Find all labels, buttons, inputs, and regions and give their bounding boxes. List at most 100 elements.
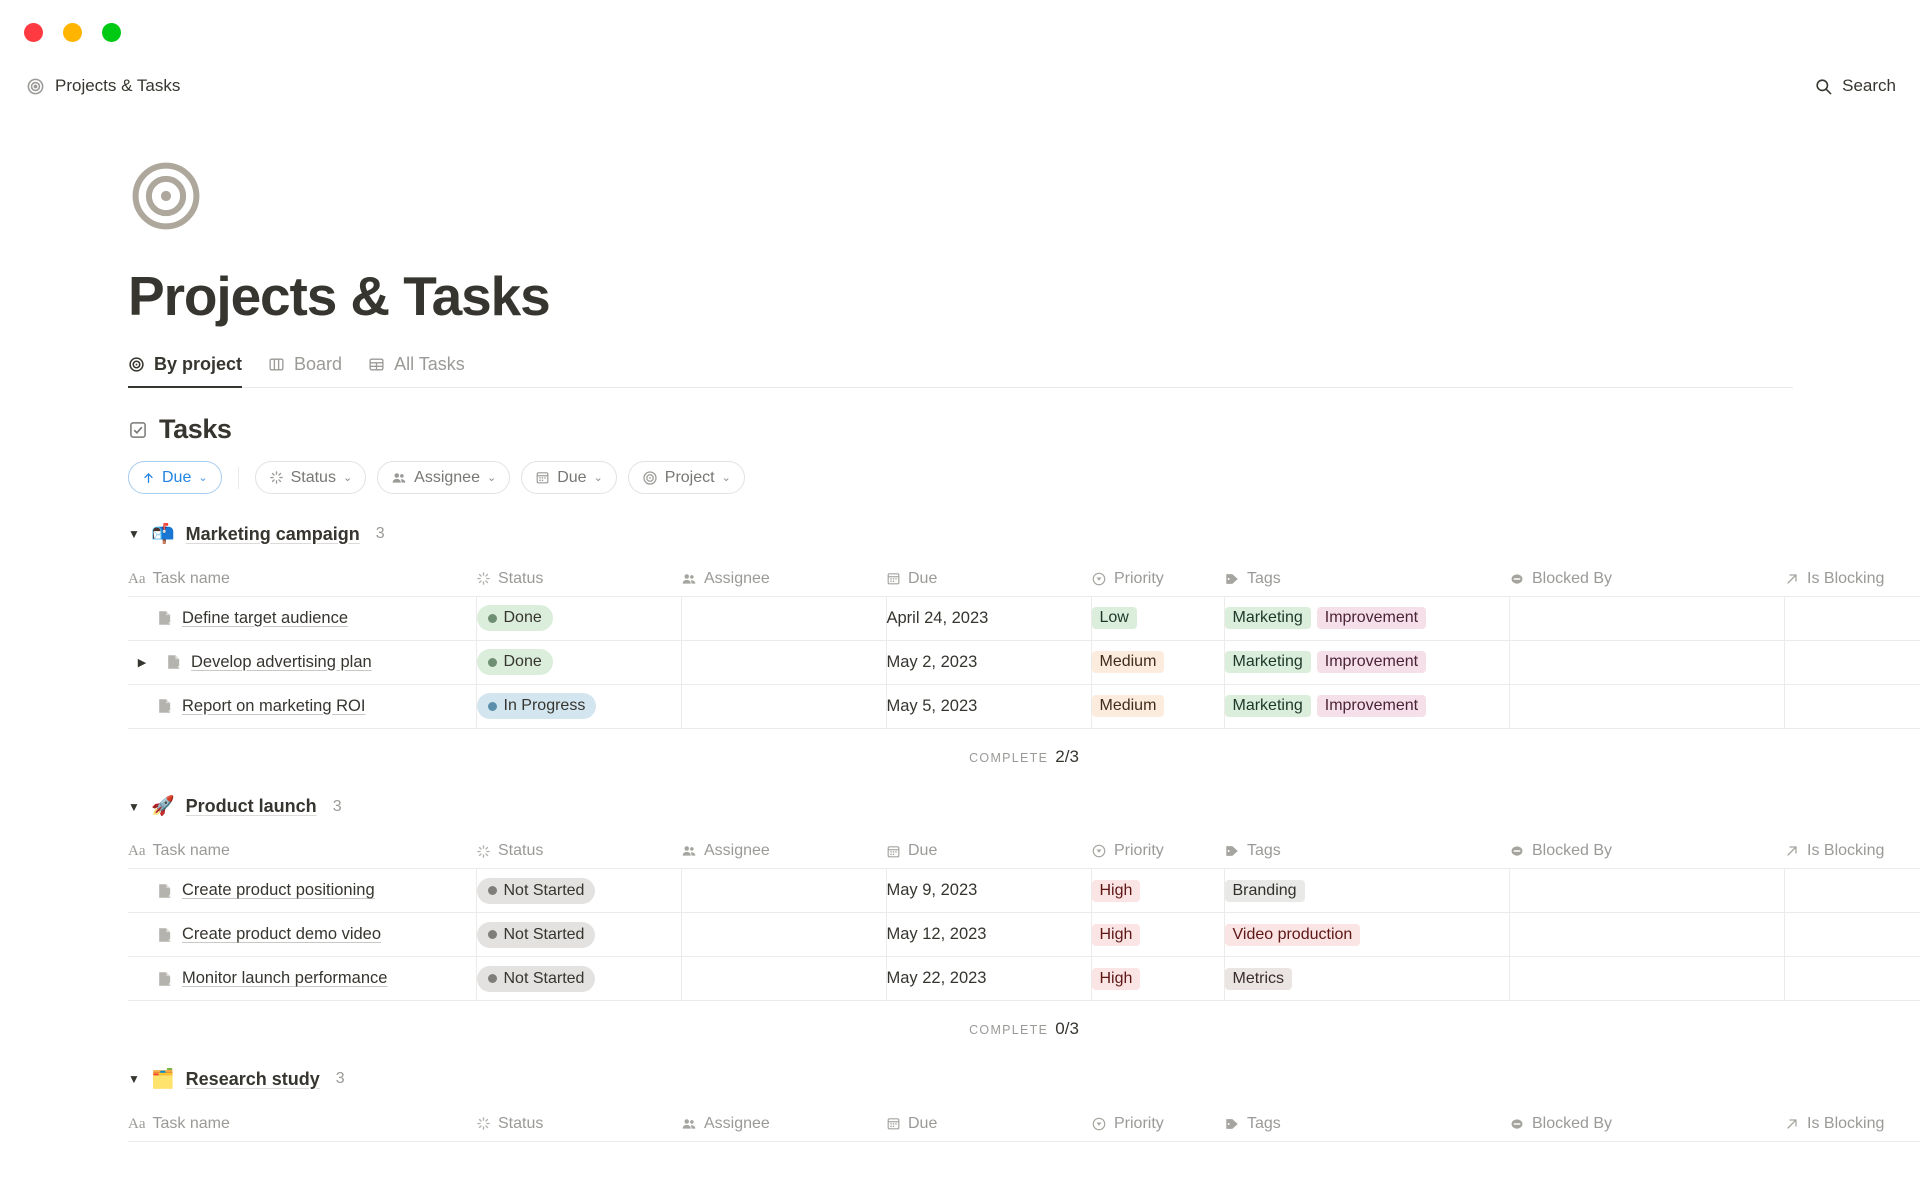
column-header-blocking[interactable]: Is Blocking bbox=[1784, 834, 1920, 869]
cell-priority[interactable]: Medium bbox=[1091, 684, 1225, 729]
cell-is-blocking[interactable] bbox=[1784, 956, 1920, 1001]
filter-status-pill[interactable]: Status ⌄ bbox=[254, 461, 367, 494]
cell-is-blocking[interactable] bbox=[1784, 684, 1920, 729]
cell-assignee[interactable] bbox=[681, 684, 887, 729]
task-name-link[interactable]: Monitor launch performance bbox=[182, 969, 388, 987]
cell-status[interactable]: Not Started bbox=[476, 956, 682, 1001]
row-expand-toggle[interactable]: ▶ bbox=[137, 656, 147, 669]
cell-assignee[interactable] bbox=[681, 912, 887, 957]
cell-priority[interactable]: High bbox=[1091, 956, 1225, 1001]
column-header-due[interactable]: Due bbox=[886, 1107, 1091, 1142]
column-header-due[interactable]: Due bbox=[886, 562, 1091, 597]
column-header-blocked[interactable]: Blocked By bbox=[1509, 1107, 1784, 1142]
column-header-tags[interactable]: Tags bbox=[1224, 1107, 1509, 1142]
cell-is-blocking[interactable] bbox=[1784, 640, 1920, 685]
status-badge[interactable]: Done bbox=[476, 649, 553, 675]
column-header-assignee[interactable]: Assignee bbox=[681, 562, 886, 597]
task-name-link[interactable]: Develop advertising plan bbox=[191, 652, 372, 671]
group-name-link[interactable]: Product launch bbox=[185, 796, 317, 816]
table-row[interactable]: Monitor launch performance Not Started May… bbox=[128, 956, 1920, 1001]
group-name-link[interactable]: Research study bbox=[185, 1068, 320, 1089]
zoom-window-button[interactable] bbox=[102, 23, 121, 42]
cell-blocked-by[interactable] bbox=[1509, 956, 1785, 1001]
cell-due-date[interactable]: May 2, 2023 bbox=[886, 640, 1092, 685]
column-header-name[interactable]: Aa Task name bbox=[128, 1107, 476, 1142]
column-header-assignee[interactable]: Assignee bbox=[681, 834, 886, 869]
close-window-button[interactable] bbox=[24, 23, 43, 42]
status-badge[interactable]: In Progress bbox=[476, 693, 597, 719]
cell-assignee[interactable] bbox=[681, 640, 887, 685]
tab-all-tasks[interactable]: All Tasks bbox=[368, 354, 465, 387]
cell-is-blocking[interactable] bbox=[1784, 595, 1920, 641]
task-name-link[interactable]: Create product demo video bbox=[182, 925, 382, 943]
status-badge[interactable]: Not Started bbox=[476, 877, 596, 904]
task-name-link[interactable]: Report on marketing ROI bbox=[182, 696, 366, 715]
tab-board[interactable]: Board bbox=[268, 354, 342, 387]
tab-by-project[interactable]: By project bbox=[128, 354, 243, 388]
table-row[interactable]: Define target audience Done April 24, 2023… bbox=[128, 595, 1920, 641]
cell-blocked-by[interactable] bbox=[1509, 868, 1785, 913]
table-row[interactable]: Report on marketing ROI In Progress May 5,… bbox=[128, 684, 1920, 729]
column-header-status[interactable]: Status bbox=[476, 562, 681, 597]
breadcrumb[interactable]: Projects & Tasks bbox=[26, 76, 180, 96]
cell-due-date[interactable]: May 22, 2023 bbox=[886, 956, 1092, 1001]
column-header-status[interactable]: Status bbox=[476, 834, 681, 869]
page-target-icon[interactable] bbox=[128, 158, 204, 234]
cell-blocked-by[interactable] bbox=[1509, 640, 1785, 685]
cell-tags[interactable]: Branding bbox=[1224, 868, 1510, 913]
group-collapse-toggle[interactable]: ▼ bbox=[128, 527, 140, 541]
column-header-due[interactable]: Due bbox=[886, 834, 1091, 869]
search-button[interactable]: Search bbox=[1814, 76, 1896, 96]
table-row[interactable]: Create product positioning Not Started May… bbox=[128, 868, 1920, 913]
cell-blocked-by[interactable] bbox=[1509, 684, 1785, 729]
task-name-link[interactable]: Define target audience bbox=[182, 608, 349, 627]
column-header-name[interactable]: Aa Task name bbox=[128, 834, 476, 869]
table-row[interactable]: Create product demo video Not Started May … bbox=[128, 912, 1920, 957]
minimize-window-button[interactable] bbox=[63, 23, 82, 42]
cell-due-date[interactable]: April 24, 2023 bbox=[886, 595, 1092, 641]
cell-task-name[interactable]: Define target audience bbox=[128, 595, 477, 641]
cell-blocked-by[interactable] bbox=[1509, 912, 1785, 957]
column-header-name[interactable]: Aa Task name bbox=[128, 562, 476, 597]
cell-blocked-by[interactable] bbox=[1509, 595, 1785, 641]
column-header-priority[interactable]: Priority bbox=[1091, 1107, 1224, 1142]
sort-due-pill[interactable]: Due ⌄ bbox=[128, 461, 222, 494]
column-header-tags[interactable]: Tags bbox=[1224, 834, 1509, 869]
cell-assignee[interactable] bbox=[681, 595, 887, 641]
cell-tags[interactable]: Video production bbox=[1224, 912, 1510, 957]
status-badge[interactable]: Not Started bbox=[476, 921, 596, 948]
cell-is-blocking[interactable] bbox=[1784, 868, 1920, 913]
filter-assignee-pill[interactable]: Assignee ⌄ bbox=[377, 461, 511, 494]
cell-due-date[interactable]: May 12, 2023 bbox=[886, 912, 1092, 957]
cell-due-date[interactable]: May 9, 2023 bbox=[886, 868, 1092, 913]
cell-tags[interactable]: Marketing Improvement bbox=[1224, 595, 1510, 641]
cell-priority[interactable]: Low bbox=[1091, 595, 1225, 641]
column-header-blocking[interactable]: Is Blocking bbox=[1784, 562, 1920, 597]
filter-due-pill[interactable]: Due ⌄ bbox=[521, 461, 617, 494]
cell-task-name[interactable]: Create product positioning bbox=[128, 868, 477, 913]
cell-task-name[interactable]: Monitor launch performance bbox=[128, 956, 477, 1001]
column-header-blocking[interactable]: Is Blocking bbox=[1784, 1107, 1920, 1142]
cell-status[interactable]: Done bbox=[476, 595, 682, 641]
cell-is-blocking[interactable] bbox=[1784, 912, 1920, 957]
group-collapse-toggle[interactable]: ▼ bbox=[128, 1072, 140, 1086]
filter-project-pill[interactable]: Project ⌄ bbox=[627, 461, 745, 494]
cell-task-name[interactable]: Create product demo video bbox=[128, 912, 477, 957]
cell-assignee[interactable] bbox=[681, 956, 887, 1001]
status-badge[interactable]: Not Started bbox=[476, 965, 596, 992]
cell-status[interactable]: In Progress bbox=[476, 684, 682, 729]
column-header-status[interactable]: Status bbox=[476, 1107, 681, 1142]
cell-assignee[interactable] bbox=[681, 868, 887, 913]
column-header-blocked[interactable]: Blocked By bbox=[1509, 834, 1784, 869]
cell-due-date[interactable]: May 5, 2023 bbox=[886, 684, 1092, 729]
column-header-tags[interactable]: Tags bbox=[1224, 562, 1509, 597]
cell-tags[interactable]: Metrics bbox=[1224, 956, 1510, 1001]
cell-priority[interactable]: High bbox=[1091, 912, 1225, 957]
group-collapse-toggle[interactable]: ▼ bbox=[128, 799, 140, 814]
status-badge[interactable]: Done bbox=[476, 605, 553, 631]
cell-priority[interactable]: Medium bbox=[1091, 640, 1225, 685]
cell-task-name[interactable]: ▶ Develop advertising plan bbox=[128, 640, 477, 685]
cell-task-name[interactable]: Report on marketing ROI bbox=[128, 684, 477, 729]
cell-tags[interactable]: Marketing Improvement bbox=[1224, 640, 1510, 685]
column-header-priority[interactable]: Priority bbox=[1091, 834, 1224, 869]
